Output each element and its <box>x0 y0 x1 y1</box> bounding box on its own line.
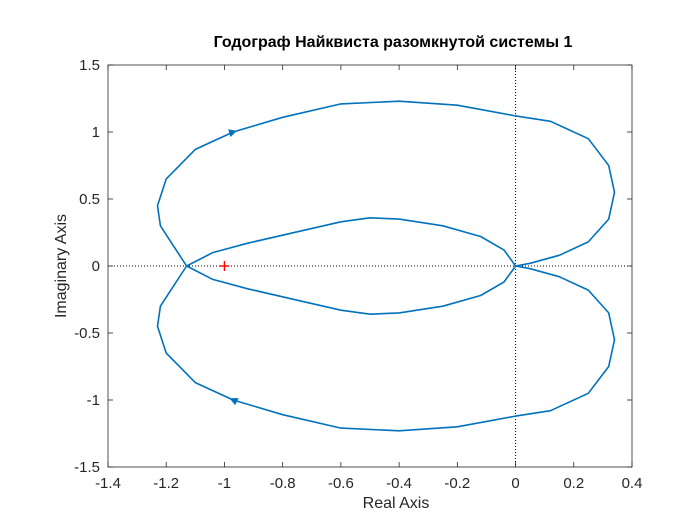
x-tick-label: 0.4 <box>622 475 643 492</box>
chart-title: Годограф Найквиста разомкнутой системы 1 <box>214 34 573 51</box>
x-tick-label: -1.2 <box>153 475 179 492</box>
plot-area: -1.4 -1.2 -1 -0.8 -0.6 -0.4 -0.2 0 0.2 0.4 -1.5 -1 -… <box>74 57 642 492</box>
x-tick-label: -1.4 <box>95 475 121 492</box>
direction-arrow <box>228 129 237 137</box>
x-tick-label: -0.6 <box>328 475 354 492</box>
y-axis-label: Imaginary Axis <box>53 214 70 318</box>
x-tick-label: -1 <box>218 475 231 492</box>
y-tick-label: 1.5 <box>79 57 100 74</box>
y-tick-label: 0.5 <box>79 191 100 208</box>
y-tick-label: -1.5 <box>74 459 100 476</box>
y-tick-label: 0 <box>92 258 100 275</box>
nyquist-curve-negative <box>156 217 616 432</box>
y-tick-label: -0.5 <box>74 325 100 342</box>
nyquist-curve-positive <box>156 100 616 315</box>
x-tick-label: -0.8 <box>270 475 296 492</box>
x-tick-label: -0.2 <box>444 475 470 492</box>
x-axis-label: Real Axis <box>363 495 430 512</box>
x-tick-label: -0.4 <box>386 475 412 492</box>
x-tick-label: 0.2 <box>563 475 584 492</box>
x-tick-label: 0 <box>511 475 519 492</box>
y-tick-label: 1 <box>92 124 100 141</box>
y-tick-label: -1 <box>87 392 100 409</box>
direction-arrow <box>229 398 239 406</box>
